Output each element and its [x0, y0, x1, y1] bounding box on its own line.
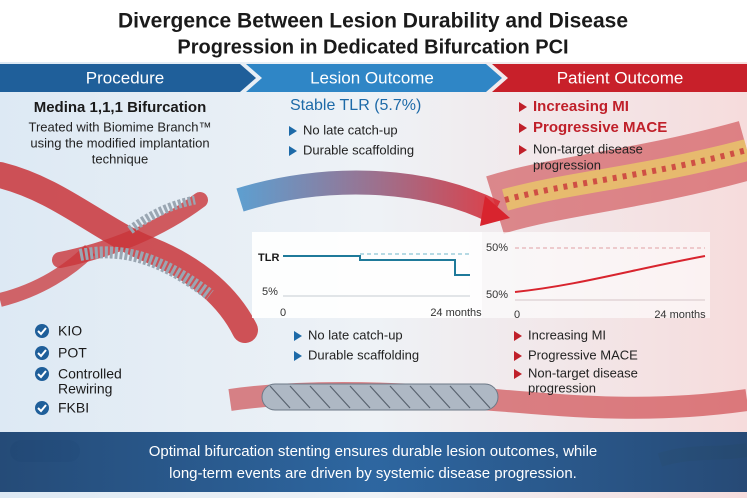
- step: Rewiring: [58, 381, 112, 397]
- patient-bullet: Increasing MI: [533, 98, 629, 115]
- step: Controlled: [58, 366, 122, 382]
- title: Divergence Between Lesion Durability and…: [118, 10, 628, 33]
- lesion-bullet: No late catch-up: [303, 122, 398, 137]
- patient-bullet: Non-target disease: [528, 365, 638, 380]
- lesion-bullet: Durable scaffolding: [308, 347, 419, 362]
- patient-bullet: Progressive MACE: [528, 347, 638, 362]
- lesion-bullet: No late catch-up: [308, 327, 403, 342]
- banner-step: [492, 64, 747, 92]
- vessel-illustration: [0, 121, 747, 467]
- lesion-bullet: Durable scaffolding: [303, 142, 414, 157]
- footer-text: Optimal bifurcation stenting ensures dur…: [149, 443, 598, 460]
- bullet-icons: [514, 102, 527, 379]
- tlr-line: [283, 255, 470, 276]
- step: POT: [58, 345, 87, 361]
- step: FKBI: [58, 400, 89, 416]
- lesion-heading: Stable TLR (5.7%): [290, 97, 421, 114]
- patient-bullet: Non-target disease: [533, 141, 643, 156]
- check-icons: [35, 324, 49, 415]
- x-tick-label: 24 months: [430, 307, 482, 319]
- banner-step: [0, 64, 256, 92]
- title-area: [0, 0, 747, 62]
- patient-bullet: Increasing MI: [528, 327, 606, 342]
- bullet-icons: [289, 126, 302, 361]
- banner-label: Patient Outcome: [557, 68, 684, 87]
- banner-label: Lesion Outcome: [310, 68, 434, 87]
- procedure-text: using the modified implantation: [30, 135, 209, 150]
- patient-bullet: progression: [533, 157, 601, 172]
- patient-bullet: progression: [528, 380, 596, 395]
- lesion-chart-panel: [252, 232, 482, 318]
- banner-step: [246, 64, 502, 92]
- mi-curve: [514, 255, 706, 293]
- y-tick-label: 50%: [486, 289, 508, 301]
- y-label: TLR: [258, 252, 279, 264]
- y-tick-label: 50%: [486, 242, 508, 254]
- footer-text: long-term events are driven by systemic …: [169, 465, 577, 482]
- procedure-text: Treated with Biomime Branch™: [28, 119, 211, 134]
- patient-bullet: Progressive MACE: [533, 119, 667, 136]
- x-tick-label: 0: [280, 307, 286, 319]
- x-tick-label: 24 months: [654, 309, 706, 321]
- y-tick-label: 5%: [262, 286, 278, 298]
- procedure-heading: Medina 1,1,1 Bifurcation: [34, 99, 207, 116]
- step: KIO: [58, 323, 82, 339]
- patient-chart-panel: [482, 232, 710, 318]
- footer-banner: [0, 432, 747, 492]
- x-tick-label: 0: [514, 309, 520, 321]
- procedure-text: technique: [92, 151, 148, 166]
- title: Progression in Dedicated Bifurcation PCI: [177, 36, 568, 58]
- banner-label: Procedure: [86, 68, 164, 87]
